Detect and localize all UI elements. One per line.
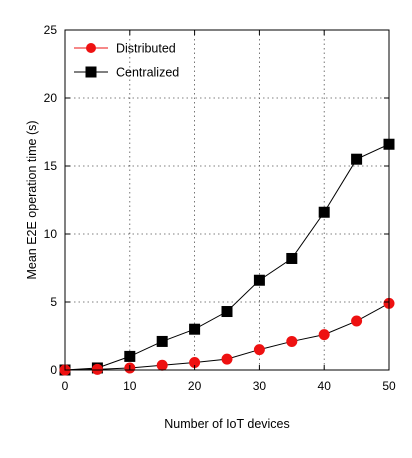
- x-tick-label: 40: [318, 379, 332, 393]
- legend-item-distributed: Distributed: [74, 42, 176, 56]
- legend-label: Distributed: [116, 42, 176, 56]
- x-tick-label: 20: [188, 379, 202, 393]
- legend-marker: [86, 43, 96, 53]
- x-tick-label: 30: [253, 379, 267, 393]
- series-line: [64, 143, 390, 371]
- data-point: [253, 344, 265, 356]
- series-lines: [59, 138, 395, 376]
- y-tick-label: 25: [44, 23, 58, 37]
- x-tick-label: 50: [382, 379, 396, 393]
- plot-frame: [64, 29, 390, 371]
- y-tick-label: 0: [50, 363, 57, 377]
- data-point: [351, 315, 363, 327]
- legend: Distributed Centralized: [74, 42, 179, 80]
- y-axis-title: Mean E2E operation time (s): [25, 120, 39, 279]
- legend-label: Centralized: [116, 66, 179, 80]
- data-point: [286, 252, 298, 264]
- axis-ticks: 0 5 10 15 20 25 0 10 20 30 40 50: [44, 23, 396, 393]
- x-axis-title: Number of IoT devices: [164, 417, 290, 431]
- x-tick-label: 10: [123, 379, 137, 393]
- data-point: [318, 206, 330, 218]
- data-point: [221, 306, 233, 318]
- data-point: [351, 153, 363, 165]
- y-tick-label: 10: [44, 227, 58, 241]
- y-tick-label: 15: [44, 159, 58, 173]
- data-point: [286, 335, 298, 347]
- data-point: [124, 350, 136, 362]
- data-point: [221, 353, 233, 365]
- legend-marker: [85, 66, 97, 78]
- data-point: [156, 335, 168, 347]
- y-tick-label: 5: [50, 295, 57, 309]
- data-point: [156, 359, 168, 371]
- y-tick-label: 20: [44, 91, 58, 105]
- x-tick-label: 0: [62, 379, 69, 393]
- legend-item-centralized: Centralized: [74, 66, 179, 80]
- data-point: [253, 274, 265, 286]
- series-centralized: [59, 138, 395, 376]
- data-point: [189, 323, 201, 335]
- grid-lines: [65, 30, 389, 370]
- data-point: [91, 363, 103, 375]
- data-point: [318, 329, 330, 341]
